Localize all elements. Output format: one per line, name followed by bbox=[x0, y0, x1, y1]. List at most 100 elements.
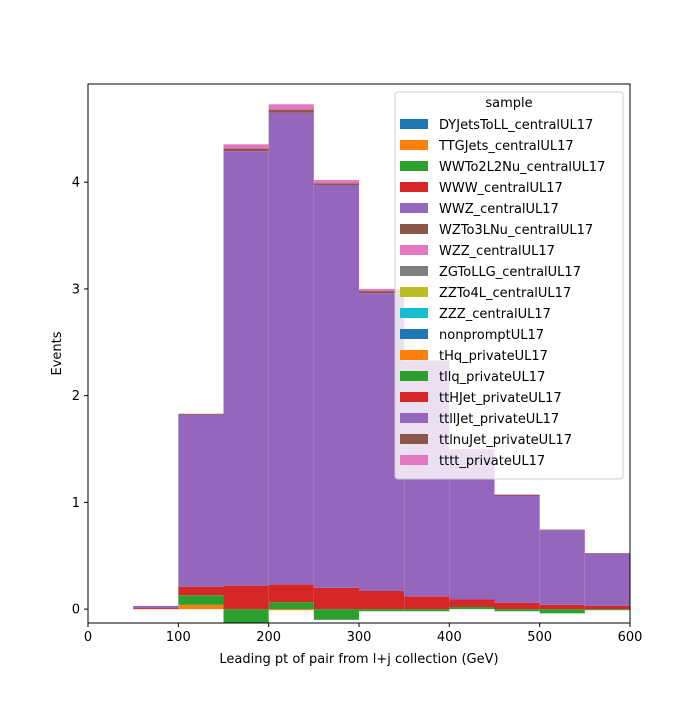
legend-label: TTGJets_centralUL17 bbox=[438, 139, 574, 154]
bar-WWW_centralUL17-bin-500 bbox=[539, 604, 585, 610]
bar-WWZ_centralUL17-bin-150 bbox=[223, 151, 269, 586]
legend-item: ttHJet_privateUL17 bbox=[400, 391, 562, 406]
bar-WWW_centralUL17-bin-450 bbox=[494, 602, 540, 610]
legend: sample DYJetsToLL_centralUL17 TTGJets_cen… bbox=[394, 91, 624, 480]
legend-swatch bbox=[400, 392, 428, 402]
legend-swatch bbox=[400, 413, 428, 423]
bar-WZTo3LNu_centralUL17-bin-300 bbox=[359, 291, 405, 294]
bar-WZZ_centralUL17-bin-200 bbox=[268, 104, 314, 110]
x-axis-ticks: 0 100 200 300 400 500 600 bbox=[84, 623, 643, 645]
bar-WWTo2L2Nu_centralUL17-bin-150 bbox=[223, 609, 269, 623]
legend-label: tttt_privateUL17 bbox=[439, 454, 545, 469]
legend-title: sample bbox=[485, 96, 532, 111]
legend-item: ZZTo4L_centralUL17 bbox=[400, 286, 571, 301]
bar-WWW_centralUL17-bin-300 bbox=[359, 590, 405, 610]
legend-item: nonpromptUL17 bbox=[400, 328, 544, 343]
bar-WWW_centralUL17-bin-50 bbox=[133, 608, 179, 610]
legend-label: WZTo3LNu_centralUL17 bbox=[439, 223, 593, 238]
legend-label: ttHJet_privateUL17 bbox=[439, 391, 562, 406]
bar-WWW_centralUL17-bin-400 bbox=[449, 599, 495, 607]
legend-item: TTGJets_centralUL17 bbox=[400, 139, 574, 154]
legend-label: nonpromptUL17 bbox=[439, 328, 544, 343]
bar-WWTo2L2Nu_centralUL17-bin-400 bbox=[449, 606, 495, 610]
y-axis-ticks: 0 1 2 3 4 bbox=[72, 176, 88, 618]
legend-label: DYJetsToLL_centralUL17 bbox=[439, 118, 593, 133]
legend-label: ZZZ_centralUL17 bbox=[439, 307, 551, 322]
bar-WWTo2L2Nu_centralUL17-bin-550 bbox=[584, 609, 630, 611]
legend-label: ZGToLLG_centralUL17 bbox=[439, 265, 581, 280]
x-tick-label: 300 bbox=[347, 630, 372, 645]
bar-WWZ_centralUL17-bin-200 bbox=[268, 112, 314, 585]
legend-items: DYJetsToLL_centralUL17 TTGJets_centralUL1… bbox=[400, 118, 605, 469]
histogram-bars bbox=[133, 104, 630, 623]
bar-WWZ_centralUL17-bin-250 bbox=[313, 185, 359, 588]
legend-label: tllq_privateUL17 bbox=[439, 370, 545, 385]
bar-WZZ_centralUL17-bin-150 bbox=[223, 144, 269, 149]
legend-item: tHq_privateUL17 bbox=[400, 349, 548, 364]
legend-swatch bbox=[400, 371, 428, 381]
x-tick-label: 500 bbox=[527, 630, 552, 645]
x-tick-label: 600 bbox=[618, 630, 643, 645]
bar-WWZ_centralUL17-bin-450 bbox=[494, 495, 540, 603]
bar-TTGJets_centralUL17-bin-100 bbox=[178, 604, 224, 610]
legend-item: WWW_centralUL17 bbox=[400, 181, 563, 196]
bar-WZTo3LNu_centralUL17-bin-150 bbox=[223, 148, 269, 152]
bar-WZZ_centralUL17-bin-250 bbox=[313, 180, 359, 184]
legend-label: WWZ_centralUL17 bbox=[439, 202, 559, 217]
legend-item: ttllJet_privateUL17 bbox=[400, 412, 559, 427]
x-axis-label: Leading pt of pair from l+j collection (… bbox=[219, 652, 498, 667]
legend-swatch bbox=[400, 350, 428, 360]
x-tick-label: 0 bbox=[84, 630, 92, 645]
bar-WWTo2L2Nu_centralUL17-bin-300 bbox=[359, 609, 405, 612]
bar-WWZ_centralUL17-bin-500 bbox=[539, 530, 585, 605]
y-tick-label: 0 bbox=[72, 603, 80, 618]
legend-swatch bbox=[400, 266, 428, 276]
bar-WWZ_centralUL17-bin-100 bbox=[178, 414, 224, 587]
bar-WWTo2L2Nu_centralUL17-bin-450 bbox=[494, 609, 540, 612]
bar-WZZ_centralUL17-bin-450 bbox=[494, 494, 540, 495]
bar-WWW_centralUL17-bin-550 bbox=[584, 605, 630, 610]
legend-item: WWTo2L2Nu_centralUL17 bbox=[400, 160, 605, 175]
legend-label: WWW_centralUL17 bbox=[439, 181, 563, 196]
legend-item: WZZ_centralUL17 bbox=[400, 244, 555, 259]
legend-swatch bbox=[400, 161, 428, 171]
legend-swatch bbox=[400, 434, 428, 444]
y-tick-label: 4 bbox=[72, 176, 80, 191]
legend-item: tttt_privateUL17 bbox=[400, 454, 545, 469]
bar-TTGJets_centralUL17-bin-200 bbox=[268, 609, 314, 611]
x-tick-label: 200 bbox=[256, 630, 281, 645]
legend-swatch bbox=[400, 182, 428, 192]
bar-WZTo3LNu_centralUL17-bin-550 bbox=[584, 553, 630, 554]
bar-WZTo3LNu_centralUL17-bin-200 bbox=[268, 109, 314, 113]
legend-item: ZZZ_centralUL17 bbox=[400, 307, 551, 322]
bar-WWTo2L2Nu_centralUL17-bin-500 bbox=[539, 609, 585, 614]
y-tick-label: 1 bbox=[72, 496, 80, 511]
legend-item: WZTo3LNu_centralUL17 bbox=[400, 223, 593, 238]
legend-label: tHq_privateUL17 bbox=[439, 349, 548, 364]
legend-swatch bbox=[400, 203, 428, 213]
bar-WZTo3LNu_centralUL17-bin-250 bbox=[313, 183, 359, 186]
bar-WWW_centralUL17-bin-350 bbox=[404, 596, 450, 610]
bar-WWTo2L2Nu_centralUL17-bin-100 bbox=[178, 595, 224, 605]
legend-swatch bbox=[400, 308, 428, 318]
legend-swatch bbox=[400, 455, 428, 465]
legend-swatch bbox=[400, 140, 428, 150]
bar-WWW_centralUL17-bin-200 bbox=[268, 584, 314, 603]
legend-swatch bbox=[400, 224, 428, 234]
bar-WZZ_centralUL17-bin-300 bbox=[359, 288, 405, 292]
legend-label: WWTo2L2Nu_centralUL17 bbox=[439, 160, 605, 175]
legend-item: ttlnuJet_privateUL17 bbox=[400, 433, 572, 448]
y-tick-label: 3 bbox=[72, 282, 80, 297]
bar-WZTo3LNu_centralUL17-bin-500 bbox=[539, 529, 585, 531]
x-tick-label: 400 bbox=[437, 630, 462, 645]
legend-label: ZZTo4L_centralUL17 bbox=[439, 286, 571, 301]
bar-WWZ_centralUL17-bin-50 bbox=[133, 605, 179, 609]
y-tick-label: 2 bbox=[72, 389, 80, 404]
bar-WWTo2L2Nu_centralUL17-bin-250 bbox=[313, 609, 359, 620]
legend-item: DYJetsToLL_centralUL17 bbox=[400, 118, 593, 133]
y-axis-label: Events bbox=[50, 331, 65, 375]
bar-WWTo2L2Nu_centralUL17-bin-350 bbox=[404, 609, 450, 612]
bar-WWW_centralUL17-bin-250 bbox=[313, 587, 359, 610]
